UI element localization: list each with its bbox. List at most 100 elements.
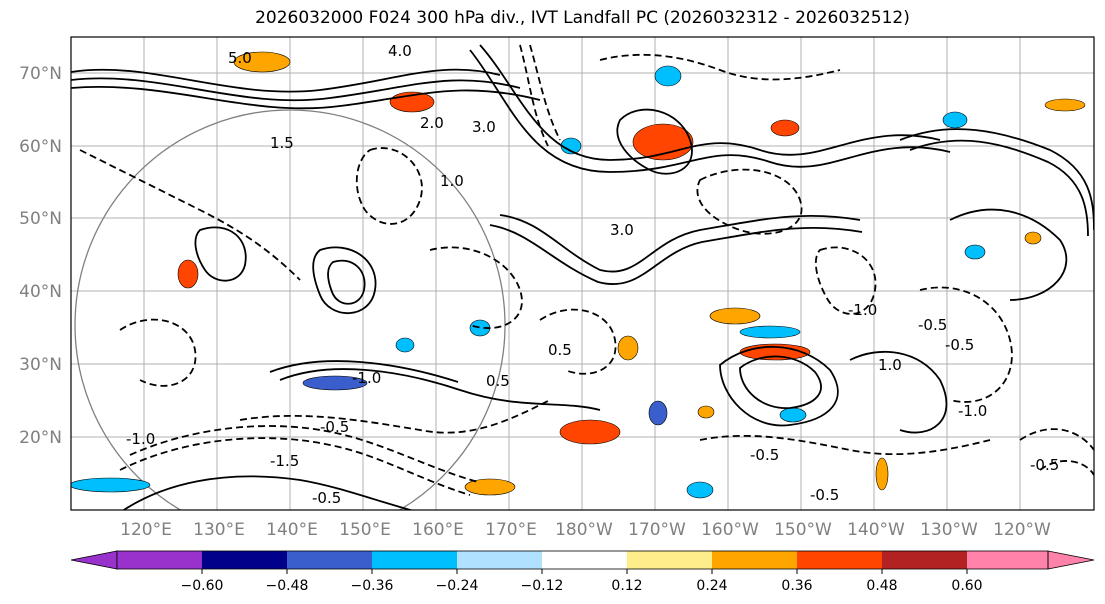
lon-label: 150°W bbox=[774, 520, 832, 540]
positive-anomaly bbox=[233, 51, 291, 73]
colorbar-segment bbox=[967, 551, 1048, 569]
contour-line bbox=[119, 437, 471, 496]
colorbar: −0.60 −0.48 −0.36 −0.24 −0.12 0.12 0.24 … bbox=[70, 550, 1095, 594]
colorbar-segment bbox=[797, 551, 882, 569]
contour-labels: 5.0 4.0 2.0 3.0 1.5 3.0 1.0 0.5 -0.5 1.0… bbox=[126, 42, 1059, 507]
negative-anomaly bbox=[302, 375, 368, 391]
contour-line bbox=[699, 434, 991, 455]
solid-contours bbox=[71, 44, 1094, 510]
lon-label: 160°W bbox=[701, 520, 759, 540]
colorbar-tick-label: −0.36 bbox=[351, 578, 394, 594]
contour-line bbox=[355, 147, 423, 225]
contour-label: -0.5 bbox=[1030, 456, 1059, 474]
contour-line bbox=[239, 399, 551, 434]
positive-anomaly bbox=[559, 419, 621, 445]
colorbar-tick-label: 0.60 bbox=[951, 578, 982, 594]
contour-label: 5.0 bbox=[228, 49, 252, 67]
contour-line bbox=[479, 44, 941, 161]
lat-label: 30°N bbox=[19, 355, 62, 375]
colorbar-segment bbox=[457, 551, 542, 569]
contour-label: 0.5 bbox=[548, 341, 572, 359]
contour-label: 0.5 bbox=[486, 372, 510, 390]
map-panel: 5.0 4.0 2.0 3.0 1.5 3.0 1.0 0.5 -0.5 1.0… bbox=[19, 36, 1095, 540]
contour-label: -1.0 bbox=[958, 402, 987, 420]
contour-label: 3.0 bbox=[472, 118, 496, 136]
colorbar-tick-label: −0.24 bbox=[436, 578, 479, 594]
contour-label: 2.0 bbox=[420, 114, 444, 132]
lat-label: 40°N bbox=[19, 282, 62, 302]
negative-anomaly bbox=[395, 337, 415, 353]
map-frame bbox=[70, 36, 1095, 511]
contour-label: 4.0 bbox=[388, 42, 412, 60]
colorbar-segment bbox=[287, 551, 372, 569]
colorbar-segment bbox=[372, 551, 457, 569]
contour-label: -0.5 bbox=[945, 336, 974, 354]
contour-label: -0.5 bbox=[312, 489, 341, 507]
lon-label: 120°E bbox=[120, 520, 172, 540]
contour-line bbox=[279, 368, 601, 411]
colorbar-tick-label: 0.36 bbox=[781, 578, 812, 594]
colorbar-segment bbox=[627, 551, 712, 569]
lon-label: 120°W bbox=[993, 520, 1051, 540]
lon-label: 160°E bbox=[412, 520, 464, 540]
lat-label: 60°N bbox=[19, 137, 62, 157]
contour-line bbox=[719, 345, 839, 427]
colorbar-extend-max bbox=[1047, 550, 1095, 570]
contour-line bbox=[919, 286, 1013, 403]
contour-line bbox=[71, 68, 501, 93]
contour-line bbox=[79, 149, 301, 281]
lon-label: 170°E bbox=[485, 520, 537, 540]
contour-label: -1.0 bbox=[848, 301, 877, 319]
dashed-contours bbox=[79, 44, 1094, 496]
contour-line bbox=[849, 350, 948, 434]
lon-label: 130°W bbox=[920, 520, 978, 540]
colorbar-tick-label: 0.48 bbox=[866, 578, 897, 594]
positive-anomaly bbox=[464, 478, 516, 496]
negative-anomaly bbox=[942, 111, 968, 129]
contour-line bbox=[269, 360, 459, 383]
positive-anomaly bbox=[875, 457, 889, 491]
contour-line bbox=[194, 226, 247, 282]
colorbar-tick-label: −0.60 bbox=[181, 578, 224, 594]
contour-line bbox=[71, 77, 521, 102]
lon-label: 140°E bbox=[266, 520, 318, 540]
negative-anomaly bbox=[648, 400, 668, 426]
colorbar-tick-labels: −0.60 −0.48 −0.36 −0.24 −0.12 0.12 0.24 … bbox=[181, 578, 983, 594]
latitude-labels: 70°N 60°N 50°N 40°N 30°N 20°N bbox=[19, 64, 62, 448]
contour-line bbox=[909, 139, 1089, 237]
contour-line bbox=[119, 318, 197, 387]
longitude-labels: 120°E 130°E 140°E 150°E 160°E 170°E 180°… bbox=[120, 520, 1051, 540]
contour-line bbox=[122, 475, 414, 510]
contour-line bbox=[129, 425, 479, 483]
positive-anomaly bbox=[617, 335, 639, 361]
contour-line bbox=[899, 128, 1094, 231]
contour-label: 1.0 bbox=[440, 172, 464, 190]
positive-anomaly bbox=[177, 259, 199, 289]
colorbar-tick-label: 0.24 bbox=[696, 578, 727, 594]
lon-label: 180°W bbox=[555, 520, 613, 540]
colorbar-segment bbox=[542, 551, 627, 569]
contour-line bbox=[616, 108, 693, 175]
contour-line bbox=[519, 44, 549, 147]
contour-line bbox=[312, 246, 377, 315]
lat-label: 70°N bbox=[19, 64, 62, 84]
contour-label: 1.0 bbox=[878, 356, 902, 374]
contour-line bbox=[529, 44, 561, 141]
contour-label: 1.5 bbox=[270, 134, 294, 152]
lon-label: 130°E bbox=[193, 520, 245, 540]
colorbar-segment bbox=[882, 551, 967, 569]
positive-anomaly bbox=[1044, 98, 1086, 112]
contour-line bbox=[739, 355, 822, 409]
contour-label: -1.5 bbox=[270, 452, 299, 470]
contour-line bbox=[469, 49, 951, 173]
colorbar-segment bbox=[202, 551, 287, 569]
positive-anomaly bbox=[1024, 231, 1042, 245]
lat-label: 20°N bbox=[19, 428, 62, 448]
contour-label: -0.5 bbox=[918, 316, 947, 334]
lat-label: 50°N bbox=[19, 209, 62, 229]
colorbar-tick-label: 0.12 bbox=[611, 578, 642, 594]
lon-label: 150°E bbox=[339, 520, 391, 540]
positive-anomaly bbox=[697, 405, 715, 419]
contour-label: -1.0 bbox=[126, 430, 155, 448]
contour-label: -1.0 bbox=[352, 369, 381, 387]
